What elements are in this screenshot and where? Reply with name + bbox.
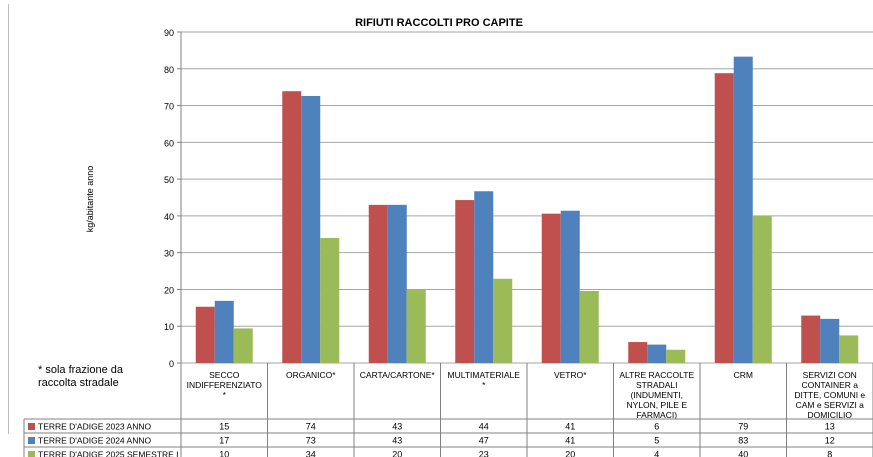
bar-series2-cat4 — [474, 191, 494, 363]
table-value-series2-cat7: 83 — [738, 436, 748, 446]
footnote-line-2: raccolta stradale — [38, 377, 119, 389]
bar-series3-cat7 — [752, 215, 772, 363]
category-label-line: * — [482, 380, 486, 390]
legend-key-series1 — [28, 423, 35, 430]
y-tick-label-70: 70 — [164, 102, 174, 112]
table-value-series1-cat2: 74 — [306, 422, 316, 432]
bar-series3-cat1 — [233, 328, 253, 363]
table-value-series3-cat7: 40 — [738, 450, 748, 457]
category-label-line: INDIFFERENZIATO — [187, 380, 263, 390]
y-tick-label-90: 90 — [164, 28, 174, 38]
bar-series1-cat8 — [801, 315, 821, 363]
category-label-line: STRADALI — [636, 380, 678, 390]
bar-series2-cat8 — [820, 318, 840, 363]
table-value-series2-cat5: 41 — [565, 436, 575, 446]
legend-key-series3 — [28, 451, 35, 457]
legend-label-series2: TERRE D'ADIGE 2024 ANNO — [38, 436, 151, 446]
y-axis-label: kg/abitante anno — [85, 166, 95, 233]
bar-series1-cat2 — [282, 91, 302, 363]
table-value-series1-cat8: 13 — [825, 422, 835, 432]
category-label-line: CARTA/CARTONE* — [360, 370, 436, 380]
legend-label-series3: TERRE D'ADIGE 2025 SEMESTRE I — [38, 450, 179, 457]
table-value-series3-cat2: 34 — [306, 450, 316, 457]
legend-key-series2 — [28, 437, 35, 444]
y-tick-label-10: 10 — [164, 322, 174, 332]
bar-series1-cat5 — [541, 213, 561, 363]
y-tick-label-60: 60 — [164, 138, 174, 148]
bar-series3-cat5 — [579, 290, 599, 363]
category-label-2: ORGANICO* — [286, 370, 336, 380]
bar-series2-cat7 — [733, 56, 753, 363]
bar-series2-cat3 — [387, 204, 407, 363]
category-label-line: SECCO — [209, 370, 240, 380]
chart-title: RIFIUTI RACCOLTI PRO CAPITE — [355, 17, 523, 29]
table-value-series1-cat5: 41 — [565, 422, 575, 432]
category-label-line: CAM e SERVIZI a — [796, 400, 865, 410]
footnote-line-1: * sola frazione da — [38, 364, 123, 376]
category-label-line: * — [223, 390, 227, 400]
category-label-line: FARMACI) — [636, 410, 677, 420]
category-label-line: (INDUMENTI, — [631, 390, 683, 400]
category-label-line: VETRO* — [554, 370, 587, 380]
y-tick-label-80: 80 — [164, 65, 174, 75]
category-label-line: ALTRE RACCOLTE — [619, 370, 694, 380]
y-tick-label-40: 40 — [164, 212, 174, 222]
table-value-series2-cat1: 17 — [219, 436, 229, 446]
table-value-series3-cat4: 23 — [479, 450, 489, 457]
bar-series2-cat1 — [214, 300, 234, 363]
bar-series3-cat3 — [406, 289, 426, 363]
table-value-series3-cat6: 4 — [654, 450, 659, 457]
y-tick-label-50: 50 — [164, 175, 174, 185]
bar-series1-cat1 — [195, 306, 215, 363]
y-tick-label-20: 20 — [164, 285, 174, 295]
bar-series1-cat6 — [628, 342, 648, 363]
chart-frame-left-edge — [8, 4, 9, 434]
category-label-line: ORGANICO* — [286, 370, 336, 380]
footnote: * sola frazione da raccolta stradale — [38, 364, 123, 390]
table-value-series2-cat3: 43 — [392, 436, 402, 446]
table-value-series3-cat3: 20 — [392, 450, 402, 457]
table-value-series1-cat6: 6 — [654, 422, 659, 432]
category-label-6: ALTRE RACCOLTE STRADALI (INDUMENTI, NYLON, … — [619, 370, 694, 420]
category-label-line: SERVIZI CON — [803, 370, 857, 380]
category-label-8: SERVIZI CON CONTAINER a DITTE, COMUNI e CAM… — [794, 370, 865, 420]
category-label-line: CRM — [734, 370, 753, 380]
bar-series3-cat8 — [839, 335, 859, 363]
bar-series1-cat3 — [368, 204, 388, 363]
table-value-series2-cat4: 47 — [479, 436, 489, 446]
category-label-line: NYLON, PILE E — [627, 400, 688, 410]
category-label-3: CARTA/CARTONE* — [360, 370, 436, 380]
category-label-4: MULTIMATERIALE * — [448, 370, 521, 390]
bar-series1-cat4 — [455, 200, 475, 363]
category-label-line: DITTE, COMUNI e — [794, 390, 865, 400]
category-label-line: DOMICILIO — [808, 410, 853, 420]
category-label-1: SECCO INDIFFERENZIATO * — [187, 370, 263, 400]
bar-series3-cat2 — [320, 237, 340, 363]
bar-series2-cat5 — [560, 210, 580, 363]
table-value-series3-cat1: 10 — [219, 450, 229, 457]
table-value-series1-cat1: 15 — [219, 422, 229, 432]
bar-series2-cat6 — [647, 344, 667, 363]
table-value-series3-cat8: 8 — [827, 450, 832, 457]
y-tick-label-30: 30 — [164, 249, 174, 259]
table-value-series1-cat3: 43 — [392, 422, 402, 432]
bar-series1-cat7 — [714, 73, 734, 364]
y-tick-label-0: 0 — [169, 359, 174, 369]
table-value-series2-cat8: 12 — [825, 436, 835, 446]
table-value-series1-cat4: 44 — [479, 422, 489, 432]
category-label-5: VETRO* — [554, 370, 587, 380]
category-label-7: CRM — [734, 370, 753, 380]
table-value-series3-cat5: 20 — [565, 450, 575, 457]
table-value-series2-cat6: 5 — [654, 436, 659, 446]
bar-series3-cat4 — [493, 278, 513, 363]
bar-series2-cat2 — [301, 95, 321, 363]
category-label-line: CONTAINER a — [801, 380, 858, 390]
bar-series3-cat6 — [666, 349, 686, 363]
table-value-series2-cat2: 73 — [306, 436, 316, 446]
legend-label-series1: TERRE D'ADIGE 2023 ANNO — [38, 422, 151, 432]
category-label-line: MULTIMATERIALE — [448, 370, 521, 380]
table-value-series1-cat7: 79 — [738, 422, 748, 432]
